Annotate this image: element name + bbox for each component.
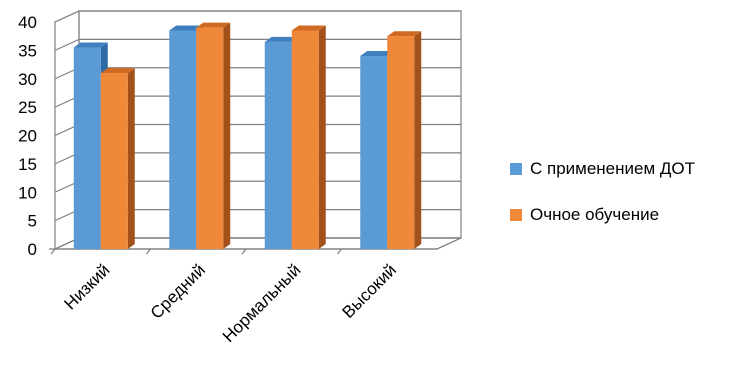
bar-side (318, 25, 326, 250)
legend: С применением ДОТ Очное обучение (510, 159, 695, 224)
x-axis-category-labels: Низкий Средний Нормальный Высокий (61, 260, 401, 346)
bar-side (414, 31, 422, 249)
x-category-label-2: Нормальный (219, 260, 305, 346)
legend-label: Очное обучение (530, 205, 659, 224)
bar-top (196, 22, 231, 28)
bar-2-Средний (196, 22, 231, 249)
y-tick-label-10: 10 (18, 183, 37, 202)
y-tick-label-20: 20 (18, 127, 37, 146)
x-tick-1 (146, 248, 151, 255)
floor-right-edge (436, 237, 462, 250)
bars (73, 22, 422, 250)
legend-swatch (510, 163, 522, 175)
x-tick-3 (337, 248, 342, 255)
bar-front (100, 73, 128, 249)
y-axis-tick-labels: 0 5 10 15 20 25 30 35 40 (18, 13, 37, 259)
gridline-side-40 (54, 10, 80, 23)
y-tick-label-5: 5 (28, 212, 37, 231)
bar-top (100, 68, 135, 74)
bar-front (387, 36, 415, 249)
y-tick-label-15: 15 (18, 155, 37, 174)
legend-item-1: С применением ДОТ (510, 159, 695, 178)
legend-item-2: Очное обучение (510, 205, 659, 224)
bar-top (360, 51, 395, 57)
legend-label: С применением ДОТ (530, 159, 695, 178)
bar-front (264, 41, 292, 249)
x-category-label-0: Низкий (61, 260, 114, 313)
y-tick-label-0: 0 (28, 240, 37, 259)
bar-side (127, 68, 135, 249)
bar-1-Низкий (73, 42, 108, 249)
y-tick-label-35: 35 (18, 41, 37, 60)
bar-front (196, 27, 224, 249)
gridline-side-35 (54, 38, 80, 51)
bar-top (73, 42, 108, 48)
bar-top (291, 25, 326, 31)
bar-top (169, 25, 204, 31)
x-tick-2 (241, 248, 247, 255)
bar-2-Низкий (100, 68, 135, 249)
legend-swatch (510, 209, 522, 221)
x-category-label-1: Средний (147, 260, 209, 322)
bar-2-Высокий (387, 31, 422, 249)
y-tick-label-40: 40 (18, 13, 37, 32)
x-category-label-3: Высокий (338, 260, 400, 322)
bar-side (223, 22, 231, 249)
bar-top (264, 36, 299, 42)
bar-front (169, 30, 197, 250)
bar-front (291, 30, 319, 250)
x-tick-0 (50, 248, 56, 255)
bar-front (360, 56, 388, 249)
y-tick-label-25: 25 (18, 98, 37, 117)
bar-front (73, 47, 101, 249)
y-tick-label-30: 30 (18, 70, 37, 89)
bar-2-Нормальный (291, 25, 326, 250)
bar-top (387, 31, 422, 37)
